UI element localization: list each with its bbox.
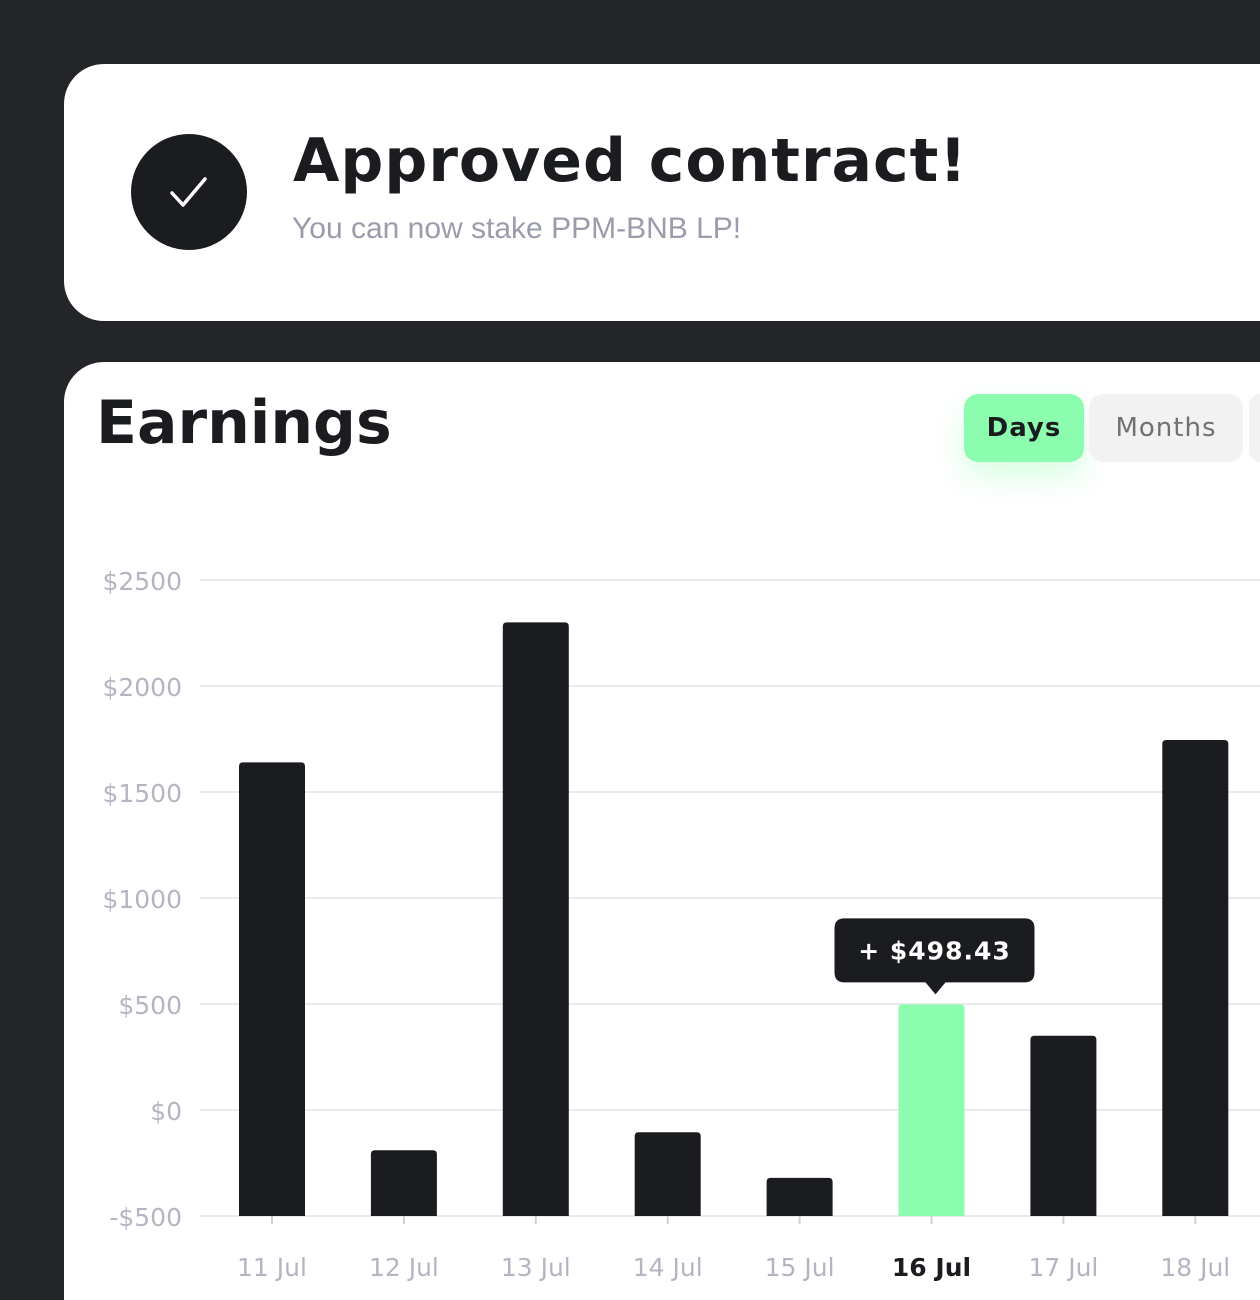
x-tick-label: 18 Jul — [1160, 1253, 1230, 1282]
tab-days[interactable]: Days — [964, 394, 1084, 462]
x-tick-label: 17 Jul — [1028, 1253, 1098, 1282]
x-tick-label: 16 Jul — [892, 1253, 971, 1282]
bar — [1030, 1035, 1097, 1216]
notification-subtitle: You can now stake PPM-BNB LP! — [292, 212, 742, 245]
bar — [898, 1004, 965, 1216]
tab-more[interactable] — [1249, 394, 1260, 462]
earnings-title: Earnings — [96, 388, 392, 458]
bar — [239, 762, 305, 1216]
x-tick-label: 14 Jul — [633, 1253, 703, 1282]
bar — [1162, 740, 1229, 1216]
y-tick-label: $2500 — [102, 567, 182, 596]
y-tick-label: $1500 — [102, 779, 182, 808]
tooltip — [834, 918, 1035, 995]
tooltip-value: + $498.43 — [858, 936, 1011, 965]
check-icon — [131, 134, 247, 250]
bar — [634, 1132, 701, 1216]
x-tick-label: 13 Jul — [501, 1253, 571, 1282]
y-tick-label: $1000 — [102, 885, 182, 914]
notification-title: Approved contract! — [293, 126, 968, 196]
bar — [766, 1177, 833, 1216]
tab-months[interactable]: Months — [1089, 394, 1243, 462]
x-tick-label: 12 Jul — [369, 1253, 439, 1282]
y-tick-label: -$500 — [109, 1203, 182, 1232]
x-tick-label: 11 Jul — [237, 1253, 307, 1282]
y-tick-label: $500 — [118, 991, 182, 1020]
bar — [502, 622, 569, 1216]
bar — [370, 1150, 437, 1216]
approved-notification: Approved contract! You can now stake PPM… — [64, 64, 1260, 321]
y-tick-label: $2000 — [102, 673, 182, 702]
x-tick-label: 15 Jul — [765, 1253, 835, 1282]
y-tick-label: $0 — [150, 1097, 182, 1126]
